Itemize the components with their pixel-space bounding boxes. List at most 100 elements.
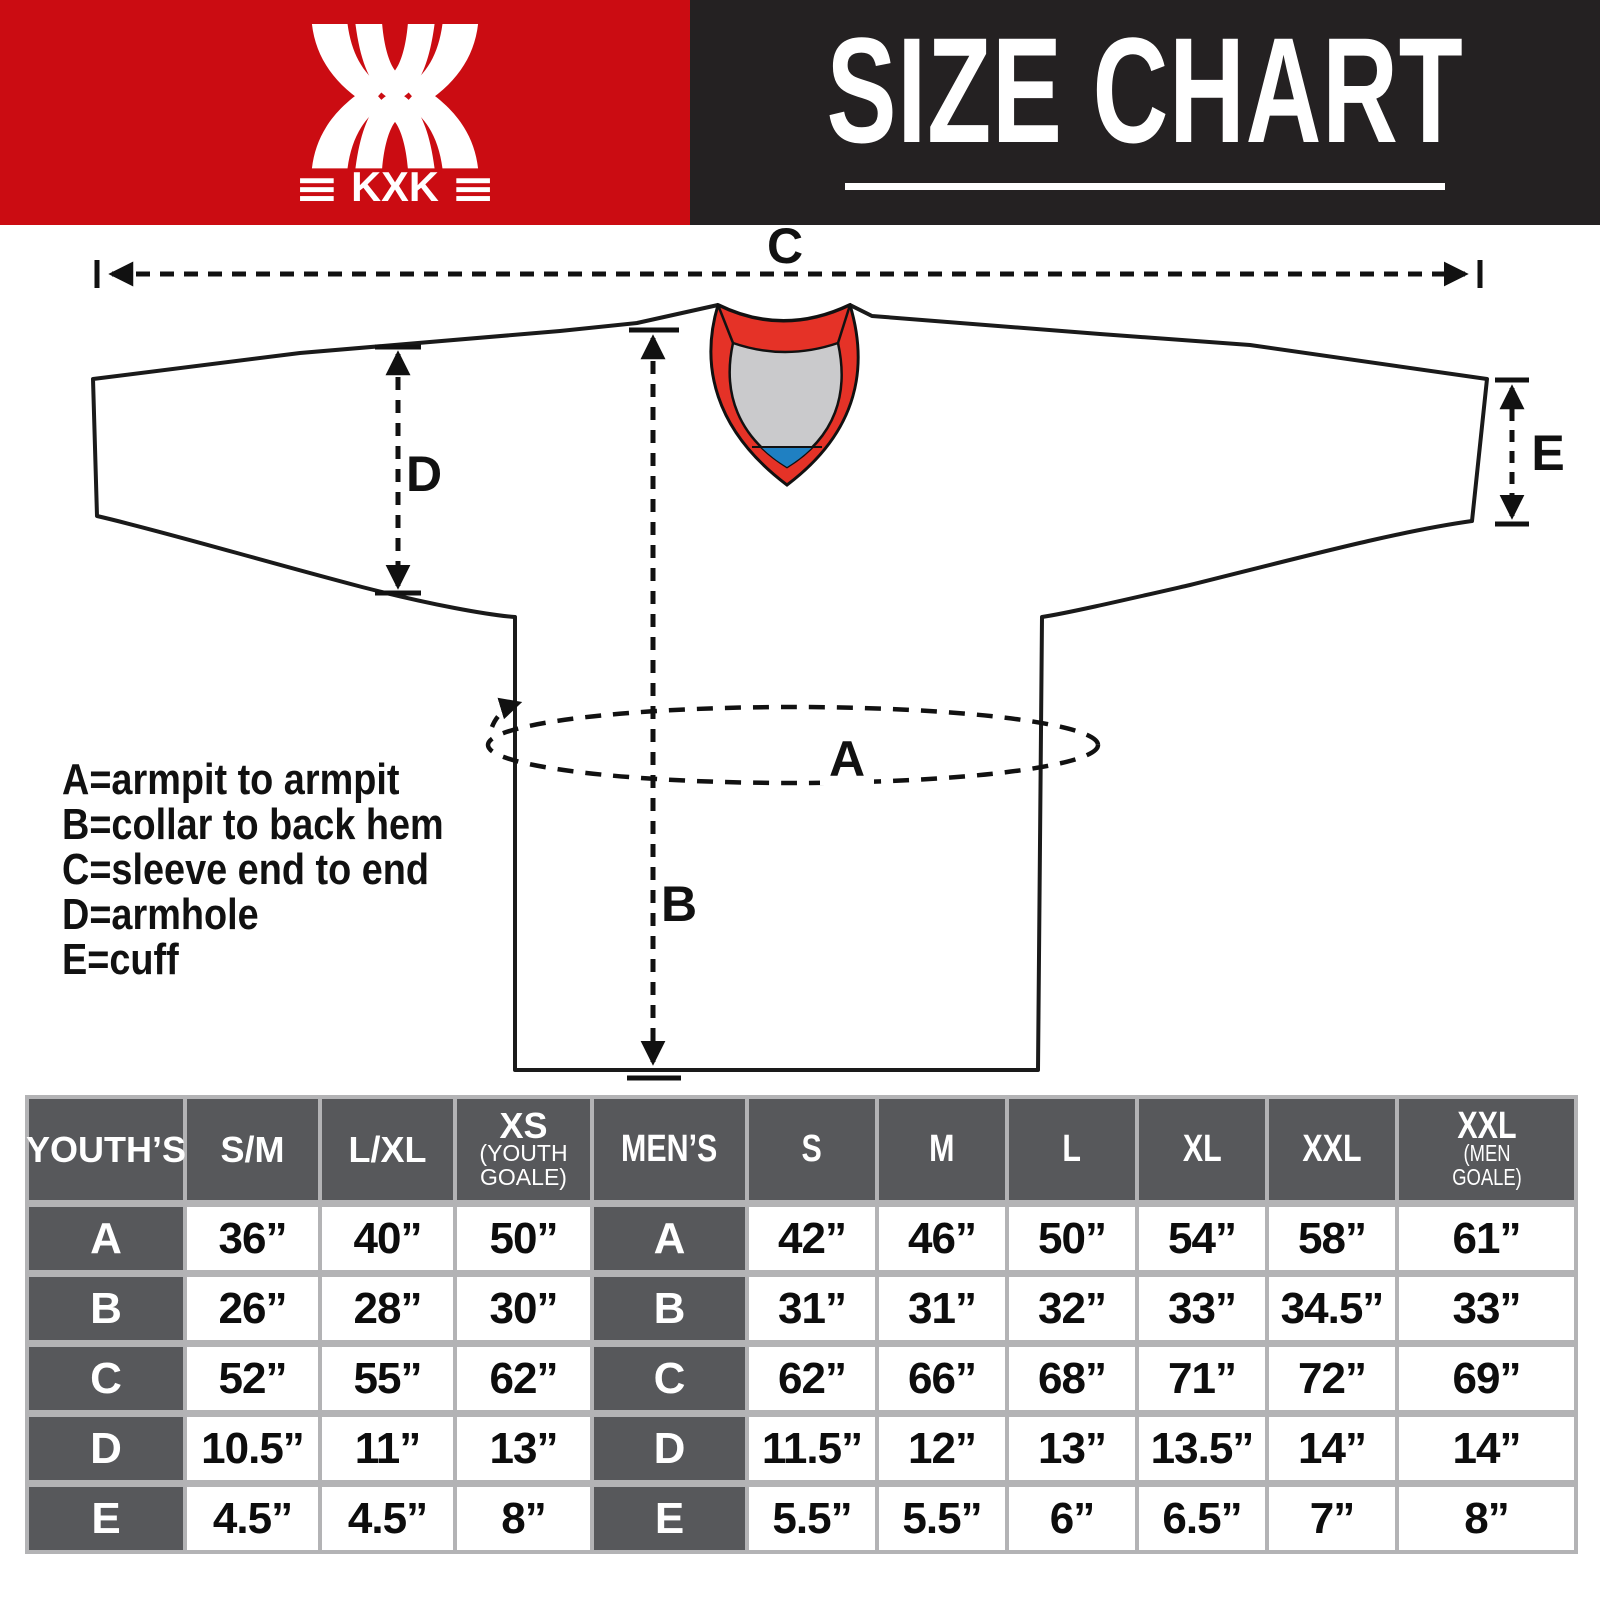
- youth-row-label-a: A: [29, 1207, 183, 1270]
- mens-row-label-d: D: [594, 1417, 745, 1480]
- youth-row-label-b: B: [29, 1277, 183, 1340]
- mens-size-s: S: [749, 1099, 875, 1200]
- table-cell: 10.5”: [187, 1417, 318, 1480]
- table-cell: 72”: [1269, 1347, 1395, 1410]
- label-a-bg: [820, 735, 874, 785]
- table-cell: 8”: [1399, 1487, 1574, 1550]
- mens-goalie-header: XXL (MEN GOALE): [1399, 1099, 1574, 1200]
- table-cell: 34.5”: [1269, 1277, 1395, 1340]
- table-cell: 28”: [322, 1277, 453, 1340]
- table-cell: 6”: [1009, 1487, 1135, 1550]
- table-cell: 30”: [457, 1277, 590, 1340]
- brand-text: KXK: [351, 163, 439, 202]
- mens-goalie-note: (MEN GOALE): [1451, 1139, 1522, 1190]
- table-cell: 11.5”: [749, 1417, 875, 1480]
- table-cell: 7”: [1269, 1487, 1395, 1550]
- table-cell: 33”: [1139, 1277, 1265, 1340]
- table-cell: 13”: [1009, 1417, 1135, 1480]
- mens-size-xl: XL: [1139, 1099, 1265, 1200]
- table-cell: 13.5”: [1139, 1417, 1265, 1480]
- youth-row-label-c: C: [29, 1347, 183, 1410]
- youth-goalie-header: XS (YOUTH GOALE): [457, 1099, 590, 1200]
- table-cell: 42”: [749, 1207, 875, 1270]
- table-cell: 50”: [1009, 1207, 1135, 1270]
- table-cell: 58”: [1269, 1207, 1395, 1270]
- table-cell: 68”: [1009, 1347, 1135, 1410]
- measure-arrow-c: [94, 260, 1483, 288]
- table-cell: 62”: [749, 1347, 875, 1410]
- youth-goalie-note: (YOUTH GOALE): [479, 1139, 568, 1190]
- table-cell: 32”: [1009, 1277, 1135, 1340]
- table-cell: 50”: [457, 1207, 590, 1270]
- label-a: A: [829, 731, 865, 787]
- table-cell: 14”: [1269, 1417, 1395, 1480]
- table-cell: 66”: [879, 1347, 1005, 1410]
- table-cell: 11”: [322, 1417, 453, 1480]
- table-cell: 54”: [1139, 1207, 1265, 1270]
- legend-line-b: B=collar to back hem: [62, 800, 444, 849]
- table-cell: 33”: [1399, 1277, 1574, 1340]
- legend-line-e: E=cuff: [62, 935, 179, 984]
- label-b-bg: [657, 881, 701, 929]
- table-cell: 12”: [879, 1417, 1005, 1480]
- table-cell: 26”: [187, 1277, 318, 1340]
- title-underline: [845, 183, 1445, 190]
- label-d: D: [406, 446, 442, 502]
- mens-row-label-e: E: [594, 1487, 745, 1550]
- youth-size-lxl: L/XL: [322, 1099, 453, 1200]
- youth-row-label-e: E: [29, 1487, 183, 1550]
- table-cell: 8”: [457, 1487, 590, 1550]
- youth-goalie-size: XS: [499, 1104, 548, 1146]
- measure-arrow-b: [627, 327, 681, 1081]
- jersey-diagram-svg: C D B E: [91, 225, 1565, 1081]
- legend: A=armpit to armpit B=collar to back hem …: [62, 757, 506, 982]
- a-girth-ellipse: A: [485, 697, 1101, 787]
- measure-arrow-d: [375, 344, 421, 596]
- mens-size-xxl: XXL: [1269, 1099, 1395, 1200]
- legend-line-d: D=armhole: [62, 890, 259, 939]
- measurement-diagram: C D B E: [0, 225, 1600, 1095]
- table-cell: 5.5”: [879, 1487, 1005, 1550]
- label-e: E: [1531, 425, 1564, 481]
- table-cell: 62”: [457, 1347, 590, 1410]
- table-cell: 6.5”: [1139, 1487, 1265, 1550]
- table-cell: 31”: [749, 1277, 875, 1340]
- mens-size-m: M: [879, 1099, 1005, 1200]
- youth-row-label-d: D: [29, 1417, 183, 1480]
- page-title: SIZE CHART: [826, 6, 1464, 174]
- mens-row-label-a: A: [594, 1207, 745, 1270]
- table-cell: 61”: [1399, 1207, 1574, 1270]
- title-panel: SIZE CHART: [690, 0, 1600, 225]
- mens-row-label-c: C: [594, 1347, 745, 1410]
- table-cell: 71”: [1139, 1347, 1265, 1410]
- table-cell: 40”: [322, 1207, 453, 1270]
- label-d-bg: [403, 453, 445, 499]
- legend-line-a: A=armpit to armpit: [62, 755, 400, 804]
- collar: [709, 302, 860, 487]
- legend-line-c: C=sleeve end to end: [62, 845, 429, 894]
- table-cell: 46”: [879, 1207, 1005, 1270]
- table-cell: 36”: [187, 1207, 318, 1270]
- mens-section-header: MEN’S: [594, 1099, 745, 1200]
- youth-size-sm: S/M: [187, 1099, 318, 1200]
- table-cell: 5.5”: [749, 1487, 875, 1550]
- header: KXK SIZE CHART: [0, 0, 1600, 225]
- measure-arrow-e: [1495, 377, 1529, 527]
- mens-row-label-b: B: [594, 1277, 745, 1340]
- table-cell: 4.5”: [187, 1487, 318, 1550]
- label-b: B: [661, 876, 697, 932]
- table-cell: 14”: [1399, 1417, 1574, 1480]
- brand-panel: KXK: [0, 0, 690, 225]
- table-cell: 55”: [322, 1347, 453, 1410]
- mens-size-l: L: [1009, 1099, 1135, 1200]
- table-cell: 31”: [879, 1277, 1005, 1340]
- label-c: C: [767, 225, 803, 274]
- collar-inner: [728, 341, 843, 469]
- youth-section-header: YOUTH’S: [26, 1099, 186, 1200]
- mens-goalie-size: XXL: [1456, 1104, 1517, 1147]
- table-cell: 69”: [1399, 1347, 1574, 1410]
- kxk-logo-icon: KXK: [300, 23, 490, 202]
- table-cell: 4.5”: [322, 1487, 453, 1550]
- table-cell: 13”: [457, 1417, 590, 1480]
